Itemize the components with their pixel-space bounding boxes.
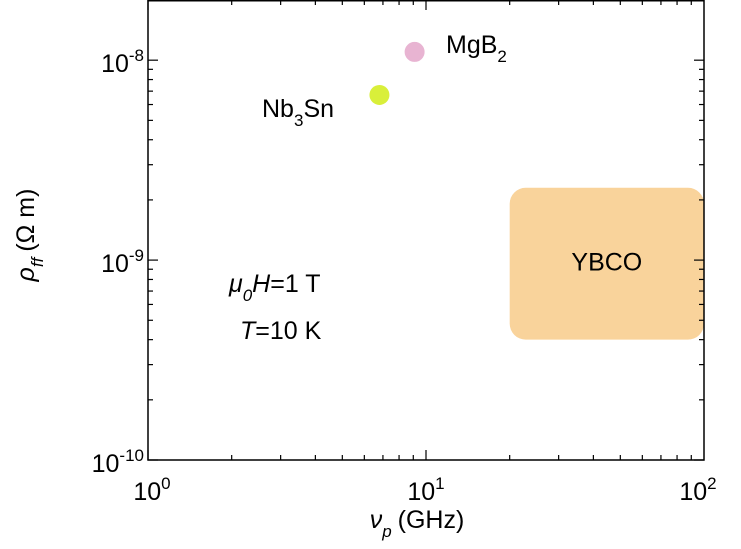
x-tick-labels: 100 101 102 <box>133 474 716 506</box>
x-tick-label: 100 <box>133 474 170 506</box>
y-tick-label: 10-10 <box>92 446 144 478</box>
y-tick-labels: 10-10 10-9 10-8 <box>92 46 144 478</box>
data-point-nb3sn <box>369 84 390 105</box>
ybco-region <box>509 187 704 340</box>
y-tick-label: 10-8 <box>101 46 144 78</box>
field-annotation: μ0H=1 T <box>228 270 321 305</box>
ybco-label: YBCO <box>571 248 642 276</box>
temperature-annotation: T=10 K <box>240 317 322 345</box>
axis-ticks <box>147 0 704 461</box>
label-nb3sn: Nb3Sn <box>262 95 334 130</box>
data-point-mgb2 <box>402 39 427 64</box>
x-axis-title: νp (GHz) <box>370 506 465 541</box>
label-mgb2: MgB2 <box>446 31 507 66</box>
x-tick-label: 102 <box>679 474 716 506</box>
y-tick-label: 10-9 <box>101 246 144 278</box>
x-tick-label: 101 <box>407 474 444 506</box>
y-axis-title: ρff(Ω m) <box>12 189 47 283</box>
